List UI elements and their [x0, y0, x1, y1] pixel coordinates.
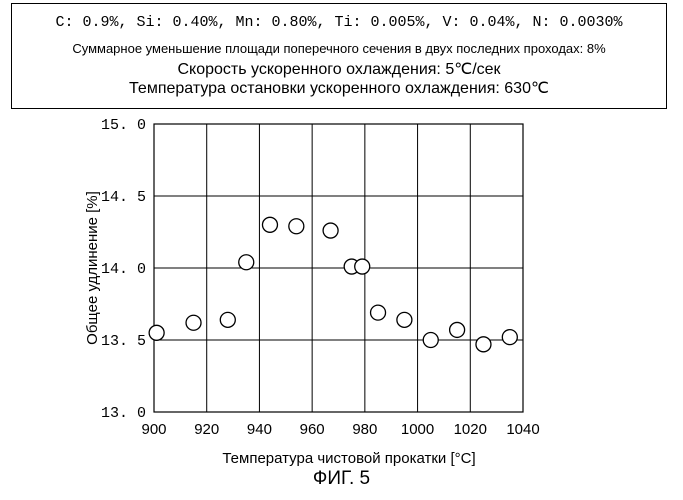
data-point: [476, 337, 491, 352]
grid: [154, 124, 523, 412]
x-tick-label: 960: [300, 421, 325, 438]
data-point: [450, 322, 465, 337]
figure-caption: ФИГ. 5: [0, 468, 683, 490]
data-point: [186, 315, 201, 330]
data-point: [355, 259, 370, 274]
x-tick-label: 1020: [454, 421, 487, 438]
data-point: [149, 325, 164, 340]
data-point: [502, 330, 517, 345]
y-tick-label: 15. 0: [101, 117, 146, 134]
x-tick-label: 920: [194, 421, 219, 438]
data-point: [371, 305, 386, 320]
x-tick-labels: 900 920 940 960 980 1000 1020 1040: [141, 421, 539, 438]
data-point: [220, 312, 235, 327]
x-tick-label: 940: [247, 421, 272, 438]
data-point: [239, 255, 254, 270]
data-point: [262, 217, 277, 232]
y-tick-label: 13. 5: [101, 333, 146, 350]
data-point: [323, 223, 338, 238]
y-axis-label: Общее удлинение [%]: [84, 191, 101, 345]
data-point: [289, 219, 304, 234]
data-point: [397, 312, 412, 327]
x-tick-label: 900: [141, 421, 166, 438]
x-tick-label: 1040: [506, 421, 539, 438]
y-tick-label: 13. 0: [101, 405, 146, 422]
x-tick-label: 980: [352, 421, 377, 438]
y-tick-labels: 13. 0 13. 5 14. 0 14. 5 15. 0: [101, 117, 146, 422]
x-axis-label: Температура чистовой прокатки [°C]: [222, 450, 475, 467]
data-points: [149, 217, 517, 352]
y-tick-label: 14. 5: [101, 189, 146, 206]
y-tick-label: 14. 0: [101, 261, 146, 278]
x-tick-label: 1000: [401, 421, 434, 438]
data-point: [423, 333, 438, 348]
